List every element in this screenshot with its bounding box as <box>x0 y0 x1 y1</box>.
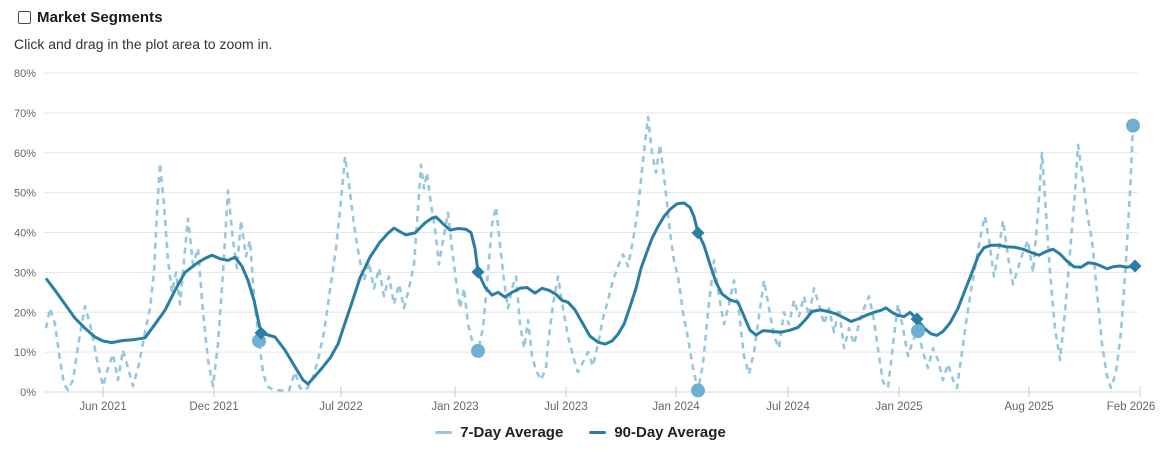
marker-diamond-icon[interactable] <box>691 226 705 240</box>
marker-circle-icon[interactable] <box>471 343 485 358</box>
legend-dash-icon <box>589 431 607 434</box>
chart-subtitle: Click and drag in the plot area to zoom … <box>14 36 273 52</box>
y-axis-label: 80% <box>14 68 36 80</box>
marker-diamond-icon[interactable] <box>910 312 924 326</box>
x-axis-label: Dec 2021 <box>189 401 238 413</box>
plot-area[interactable] <box>44 73 1138 392</box>
y-axis-label: 70% <box>14 108 36 120</box>
x-axis-label: Feb 2026 <box>1107 401 1156 413</box>
series-line-7-day-average <box>44 115 1135 392</box>
x-axis-label: Jan 2024 <box>652 401 700 413</box>
x-axis-label: Jul 2024 <box>766 401 810 413</box>
marker-diamond-icon[interactable] <box>254 326 268 340</box>
x-axis-label: Jun 2021 <box>79 401 126 413</box>
y-axis-label: 60% <box>14 148 36 160</box>
series-line-90-day-average <box>44 201 1136 386</box>
y-axis-label: 20% <box>14 307 36 319</box>
chart-header: Market Segments <box>18 9 163 26</box>
market-segments-checkbox[interactable] <box>18 11 31 24</box>
legend-item-7-day-average[interactable]: 7-Day Average <box>435 424 563 441</box>
x-axis-label: Jan 2025 <box>875 401 922 413</box>
y-axis-label: 30% <box>14 267 36 279</box>
x-axis-label: Jul 2023 <box>544 401 587 413</box>
legend-item-90-day-average[interactable]: 90-Day Average <box>589 424 726 441</box>
y-axis-label: 10% <box>14 347 36 359</box>
marker-diamond-icon[interactable] <box>471 265 485 279</box>
y-axis-label: 40% <box>14 228 36 240</box>
marker-circle-icon[interactable] <box>691 383 705 398</box>
legend-dash-icon <box>435 431 453 434</box>
chart-title: Market Segments <box>37 9 163 26</box>
y-axis-label: 50% <box>14 188 36 200</box>
legend-label: 90-Day Average <box>614 424 726 441</box>
chart-legend: 7-Day Average 90-Day Average <box>0 424 1161 441</box>
y-axis-label: 0% <box>20 387 36 399</box>
marker-circle-icon[interactable] <box>1126 118 1140 133</box>
x-axis-label: Jul 2022 <box>319 401 362 413</box>
x-axis-label: Aug 2025 <box>1004 401 1053 413</box>
legend-label: 7-Day Average <box>460 424 564 441</box>
marker-diamond-icon[interactable] <box>1128 259 1142 273</box>
x-axis-label: Jan 2023 <box>431 401 478 413</box>
marker-circle-icon[interactable] <box>911 323 925 338</box>
